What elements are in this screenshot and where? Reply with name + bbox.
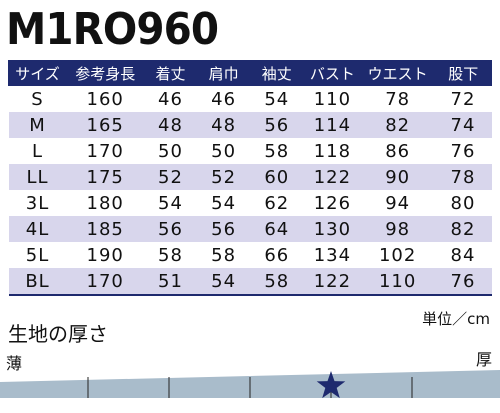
measurement-cell: 66 bbox=[264, 244, 290, 266]
size-cell: 4L bbox=[8, 216, 67, 242]
measurement-cell: 58 bbox=[158, 244, 183, 266]
measurement-cell: 51 bbox=[143, 268, 198, 296]
unit-label: 単位／cm bbox=[422, 310, 490, 328]
header-size: サイズ bbox=[7, 60, 67, 86]
measurement-cell: 54 bbox=[211, 192, 237, 214]
size-cell: L bbox=[31, 140, 44, 162]
measurement-cell: 54 bbox=[264, 88, 290, 110]
measurement-cell: 56 bbox=[250, 112, 304, 138]
measurement-cell: 54 bbox=[197, 268, 251, 296]
measurement-cell: 58 bbox=[211, 244, 237, 266]
measurement-cell: 56 bbox=[197, 216, 251, 242]
measurement-cell: 126 bbox=[313, 192, 352, 214]
measurement-cell: 118 bbox=[313, 140, 352, 162]
measurement-cell: 58 bbox=[250, 268, 304, 296]
measurement-cell: 94 bbox=[385, 192, 411, 214]
measurement-cell: 78 bbox=[433, 164, 492, 190]
size-cell: BL bbox=[8, 268, 67, 296]
measurement-cell: 175 bbox=[66, 164, 144, 190]
measurement-cell: 185 bbox=[66, 216, 144, 242]
thick-label: 厚 bbox=[475, 350, 492, 369]
product-code: M1RO960 bbox=[6, 4, 219, 55]
measurement-cell: 74 bbox=[433, 112, 492, 138]
table-row: L 170 50 50 58 118 86 76 bbox=[9, 138, 493, 164]
size-cell: S bbox=[31, 88, 44, 110]
measurement-cell: 180 bbox=[86, 192, 124, 214]
measurement-cell: 50 bbox=[158, 140, 183, 162]
measurement-cell: 76 bbox=[433, 268, 492, 296]
header-shoulder-width: 肩巾 bbox=[196, 60, 251, 86]
size-cell: 3L bbox=[25, 192, 50, 214]
header-sleeve-length: 袖丈 bbox=[249, 60, 304, 86]
measurement-cell: 48 bbox=[143, 112, 198, 138]
table-row: M 165 48 48 56 114 82 74 bbox=[8, 112, 492, 138]
measurement-cell: 102 bbox=[378, 244, 417, 266]
header-waist: ウエスト bbox=[360, 60, 434, 86]
measurement-cell: 50 bbox=[211, 140, 237, 162]
measurement-cell: 62 bbox=[264, 192, 290, 214]
measurement-cell: 58 bbox=[264, 140, 290, 162]
measurement-cell: 80 bbox=[450, 192, 476, 214]
measurement-cell: 72 bbox=[450, 88, 476, 110]
measurement-cell: 64 bbox=[250, 216, 304, 242]
measurement-cell: 48 bbox=[197, 112, 251, 138]
star-icon bbox=[316, 371, 346, 399]
measurement-cell: 122 bbox=[303, 268, 362, 296]
measurement-cell: 114 bbox=[303, 112, 362, 138]
measurement-cell: 122 bbox=[303, 164, 362, 190]
measurement-cell: 86 bbox=[385, 140, 411, 162]
table-row: 5L 190 58 58 66 134 102 84 bbox=[9, 242, 493, 268]
measurement-cell: 84 bbox=[450, 244, 476, 266]
header-inseam: 股下 bbox=[433, 60, 492, 86]
measurement-cell: 110 bbox=[313, 88, 352, 110]
table-row: BL 170 51 54 58 122 110 76 bbox=[8, 268, 492, 296]
thickness-scale bbox=[0, 370, 500, 399]
measurement-cell: 78 bbox=[385, 88, 411, 110]
table-row: LL 175 52 52 60 122 90 78 bbox=[8, 164, 492, 190]
measurement-cell: 46 bbox=[158, 88, 183, 110]
measurement-cell: 190 bbox=[86, 244, 124, 266]
size-cell: LL bbox=[8, 164, 67, 190]
header-bust: バスト bbox=[302, 60, 362, 86]
size-cell: M bbox=[8, 112, 67, 138]
measurement-cell: 170 bbox=[86, 140, 124, 162]
table-header-row: サイズ 参考身長 着丈 肩巾 袖丈 バスト ウエスト 股下 bbox=[7, 60, 492, 86]
measurement-cell: 52 bbox=[197, 164, 251, 190]
size-table-body: S 160 46 46 54 110 78 72 M 165 48 48 56 114 82 74 L 170 50… bbox=[8, 86, 493, 296]
table-row: 4L 185 56 56 64 130 98 82 bbox=[8, 216, 492, 242]
thin-label: 薄 bbox=[6, 354, 23, 373]
size-table: サイズ 参考身長 着丈 肩巾 袖丈 バスト ウエスト 股下 S 160 46 46 54… bbox=[7, 60, 493, 296]
measurement-cell: 130 bbox=[303, 216, 362, 242]
fabric-thickness-title: 生地の厚さ bbox=[8, 322, 108, 346]
measurement-cell: 165 bbox=[66, 112, 144, 138]
measurement-cell: 76 bbox=[450, 140, 476, 162]
header-body-length: 着丈 bbox=[143, 60, 198, 86]
size-cell: 5L bbox=[25, 244, 50, 266]
header-reference-height: 参考身長 bbox=[66, 60, 144, 86]
measurement-cell: 170 bbox=[66, 268, 144, 296]
table-row: 3L 180 54 54 62 126 94 80 bbox=[9, 190, 493, 216]
measurement-cell: 98 bbox=[361, 216, 434, 242]
measurement-cell: 110 bbox=[361, 268, 434, 296]
measurement-cell: 52 bbox=[143, 164, 198, 190]
measurement-cell: 60 bbox=[250, 164, 304, 190]
measurement-cell: 134 bbox=[313, 244, 352, 266]
measurement-cell: 46 bbox=[211, 88, 237, 110]
measurement-cell: 82 bbox=[361, 112, 434, 138]
measurement-cell: 82 bbox=[433, 216, 492, 242]
measurement-cell: 160 bbox=[86, 88, 124, 110]
measurement-cell: 90 bbox=[361, 164, 434, 190]
measurement-cell: 54 bbox=[158, 192, 183, 214]
table-row: S 160 46 46 54 110 78 72 bbox=[9, 86, 493, 112]
measurement-cell: 56 bbox=[143, 216, 198, 242]
